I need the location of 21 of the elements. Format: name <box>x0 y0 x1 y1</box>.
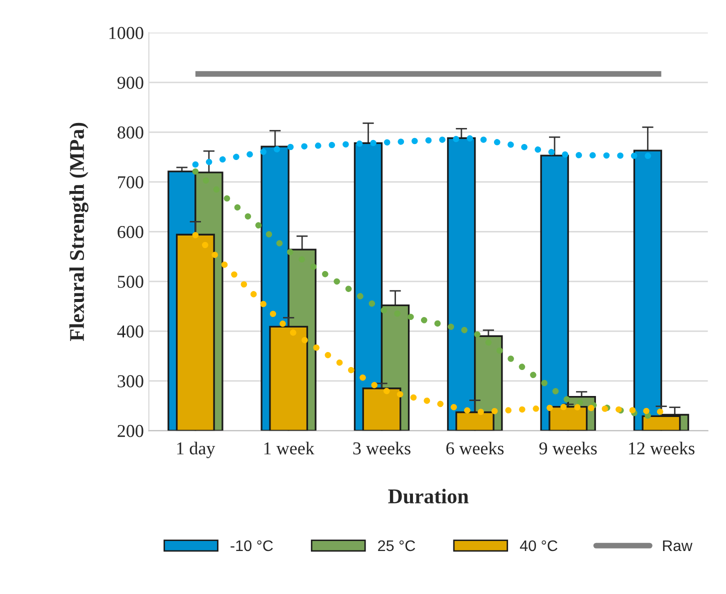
x-tick-label: 1 day <box>177 442 216 458</box>
y-tick-label: 800 <box>118 126 144 139</box>
legend-label: 40 °C <box>520 540 558 552</box>
y-tick-label: 200 <box>118 424 144 438</box>
x-tick-label: 9 weeks <box>539 442 597 454</box>
legend-label: Raw <box>663 540 692 552</box>
legend-label: 25 °C <box>378 540 416 552</box>
y-tick-label: 700 <box>118 176 144 188</box>
x-tick-label: 6 weeks <box>446 442 504 454</box>
y-axis-title: Flexural Strength (MPa) <box>69 122 88 342</box>
y-tick-label: 400 <box>117 325 144 338</box>
y-tick-label: 1000 <box>109 26 144 40</box>
x-axis-title: Duration <box>388 488 469 504</box>
y-tick-label: 300 <box>118 375 144 388</box>
legend-label: -10 °C <box>230 540 273 552</box>
x-tick-label: 3 weeks <box>353 442 410 454</box>
x-tick-label: 1 week <box>264 442 314 454</box>
y-tick-label: 500 <box>118 276 144 288</box>
x-tick-label: 12 weeks <box>629 442 694 454</box>
y-tick-label: 600 <box>118 226 144 238</box>
y-tick-label: 900 <box>117 76 144 89</box>
